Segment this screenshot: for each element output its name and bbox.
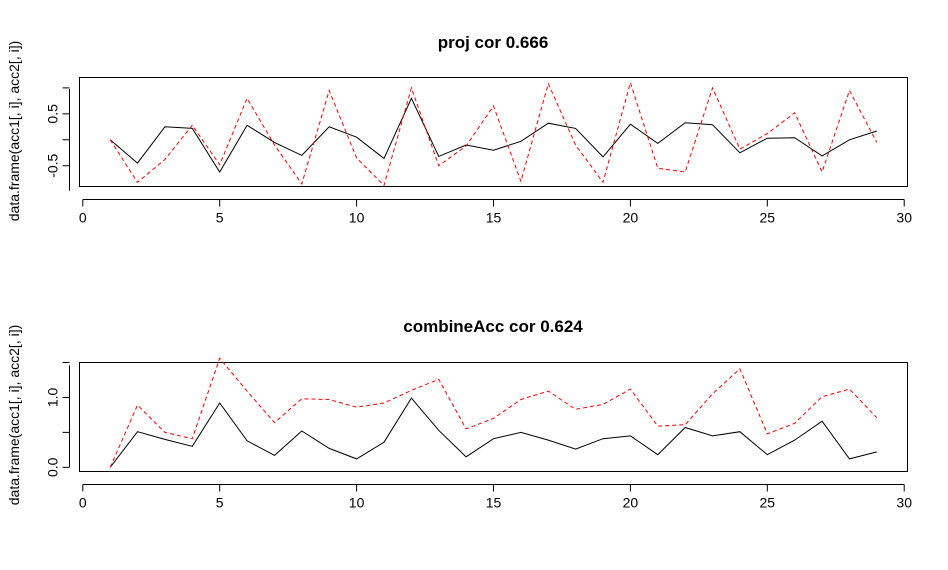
- x-tick-label: 20: [623, 495, 639, 511]
- y-tick-label: 0.0: [45, 457, 61, 477]
- series-line-1: [109, 97, 877, 173]
- series-line-2: [109, 80, 878, 187]
- series-line-1: [109, 397, 877, 468]
- x-tick-label: 10: [349, 210, 365, 226]
- x-tick-label: 10: [349, 495, 365, 511]
- y-tick-label: -0.5: [45, 153, 61, 177]
- y-axis-label: data.frame(acc1[, i], acc2[, i]): [6, 325, 22, 506]
- series-line-2: [109, 357, 878, 468]
- chart-title: proj cor 0.666: [438, 33, 549, 52]
- x-tick-label: 25: [760, 210, 776, 226]
- x-tick-label: 0: [79, 210, 87, 226]
- plot-frame: [79, 77, 908, 187]
- y-tick-label: 0.5: [45, 104, 61, 124]
- series-layer: [109, 357, 878, 468]
- x-tick-label: 30: [896, 210, 912, 226]
- x-tick-label: 25: [760, 495, 776, 511]
- x-tick-label: 15: [486, 495, 502, 511]
- chart-panel-proj: proj cor 0.666 data.frame(acc1[, i], acc…: [6, 33, 912, 226]
- y-axis-label: data.frame(acc1[, i], acc2[, i]): [6, 41, 22, 222]
- axes-layer: 0 5 10 15 20 25 30 0.0 1.0: [45, 362, 912, 511]
- x-tick-label: 15: [486, 210, 502, 226]
- x-tick-label: 0: [79, 495, 87, 511]
- axes-layer: 0 5 10 15 20 25 30 -0.5 0.5: [45, 87, 912, 226]
- x-tick-label: 30: [896, 495, 912, 511]
- chart-title: combineAcc cor 0.624: [403, 317, 583, 336]
- chart-panel-combineAcc: combineAcc cor 0.624 data.frame(acc1[, i…: [6, 317, 912, 511]
- y-tick-label: 1.0: [45, 387, 61, 407]
- x-tick-label: 5: [216, 495, 224, 511]
- series-layer: [109, 80, 878, 187]
- x-tick-label: 5: [216, 210, 224, 226]
- x-tick-label: 20: [623, 210, 639, 226]
- plot-frame: [79, 362, 908, 472]
